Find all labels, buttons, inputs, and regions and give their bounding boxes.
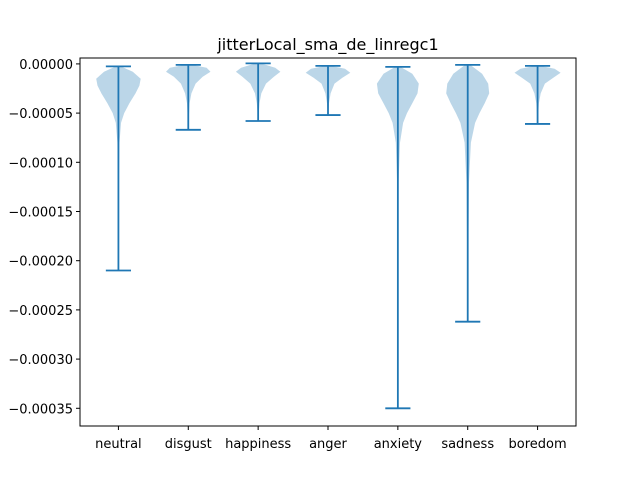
y-tick-label: −0.00030 xyxy=(8,353,73,368)
plot-frame xyxy=(79,57,577,427)
x-tick-label-boredom: boredom xyxy=(509,437,567,452)
y-tick-label: 0.00000 xyxy=(19,58,73,73)
x-tick-label-disgust: disgust xyxy=(165,437,212,452)
y-tick-label: −0.00010 xyxy=(8,156,73,171)
y-axis: 0.00000 −0.00005 −0.00010 −0.00015 −0.00020 −… xyxy=(8,58,80,417)
x-tick-label-anxiety: anxiety xyxy=(374,437,423,452)
x-tick-label-anger: anger xyxy=(309,437,347,452)
y-tick-label: −0.00025 xyxy=(8,304,73,319)
x-tick-label-happiness: happiness xyxy=(225,437,291,452)
violins xyxy=(96,62,561,410)
x-tick-label-sadness: sadness xyxy=(441,437,494,452)
y-tick-label: −0.00035 xyxy=(8,402,73,417)
y-tick-label: −0.00005 xyxy=(8,107,73,122)
chart-title: jitterLocal_sma_de_linregc1 xyxy=(216,35,438,55)
x-tick-label-neutral: neutral xyxy=(95,437,142,452)
y-tick-label: −0.00015 xyxy=(8,205,73,220)
y-tick-label: −0.00020 xyxy=(8,255,73,270)
x-axis: neutral disgust happiness anger anxiety sadne… xyxy=(95,426,567,452)
